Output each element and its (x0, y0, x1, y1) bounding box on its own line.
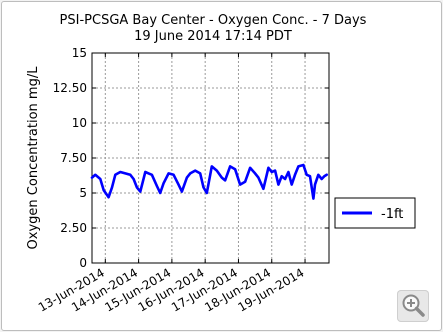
y-axis-ticks: 0 2.50 5 7.50 10 12.50 15 (53, 46, 329, 270)
zoom-button[interactable] (397, 290, 429, 322)
series-lines (90, 163, 329, 200)
y-tick-label: 7.50 (60, 151, 87, 165)
y-tick-label: 5 (79, 186, 87, 200)
grid-lines (92, 53, 329, 263)
zoom-in-magnifier-icon (402, 294, 425, 317)
y-tick-label: 10 (72, 116, 87, 130)
series-line--1ft (90, 163, 329, 200)
chart-subtitle: 19 June 2014 17:14 PDT (134, 29, 292, 44)
y-tick-label: 12.50 (53, 81, 87, 95)
y-tick-label: 0 (79, 256, 87, 270)
y-tick-label: 2.50 (60, 221, 87, 235)
legend: -1ft (334, 197, 416, 229)
y-tick-label: 15 (72, 46, 87, 60)
y-axis-label: Oxygen Concentration mg/L (26, 66, 41, 250)
legend-label: -1ft (381, 207, 403, 222)
chart-title: PSI-PCSGA Bay Center - Oxygen Conc. - 7 … (60, 13, 367, 28)
